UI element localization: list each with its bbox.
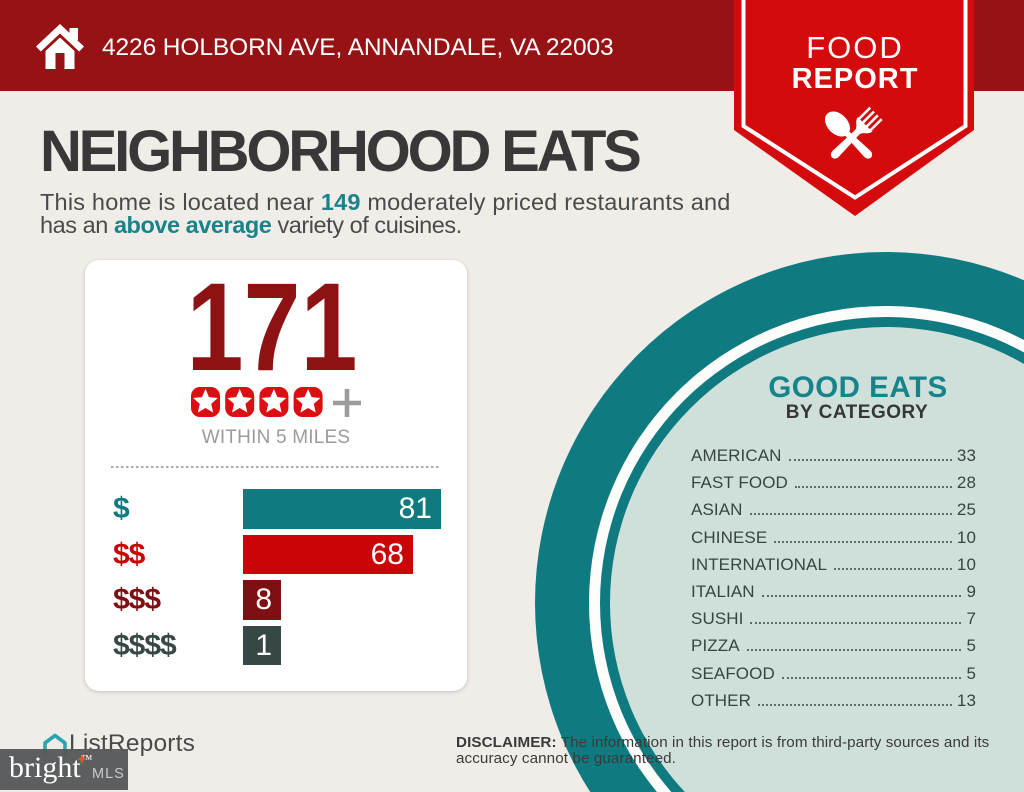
svg-text:REPORT: REPORT	[792, 63, 919, 95]
svg-text:FOOD: FOOD	[806, 30, 904, 65]
